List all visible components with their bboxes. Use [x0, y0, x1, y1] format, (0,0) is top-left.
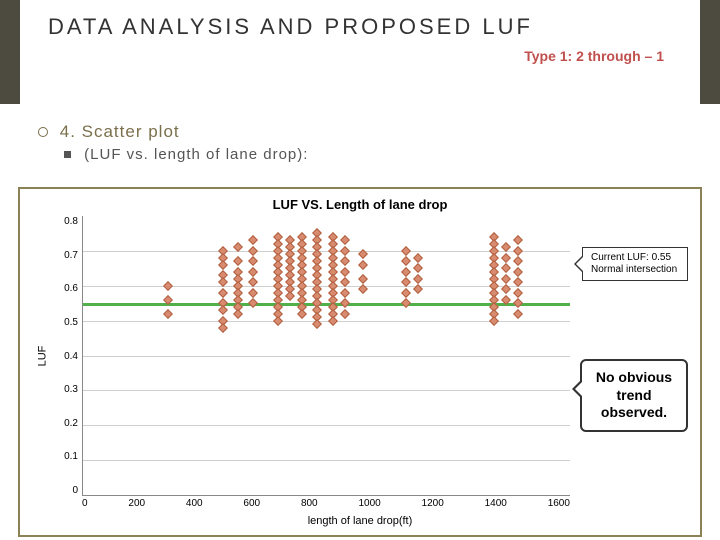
scatter-point [273, 316, 283, 326]
scatter-point [501, 263, 511, 273]
content-area: 4. Scatter plot (LUF vs. length of lane … [0, 104, 720, 171]
header-band: DATA ANALYSIS AND PROPOSED LUF Type 1: 2… [0, 0, 720, 104]
scatter-point [340, 246, 350, 256]
xtick-label: 800 [301, 498, 318, 509]
gridline [83, 425, 570, 426]
ytick-label: 0.1 [54, 451, 78, 462]
scatter-point [501, 274, 511, 284]
slide-title: DATA ANALYSIS AND PROPOSED LUF [20, 0, 700, 46]
scatter-point [328, 316, 338, 326]
bullet-circle-icon [38, 127, 48, 137]
bullet-2: (LUF vs. length of lane drop): [64, 146, 688, 163]
bullet-1: 4. Scatter plot [38, 122, 688, 142]
yaxis-label: LUF [36, 346, 48, 367]
bullet-square-icon [64, 151, 71, 158]
scatter-point [340, 298, 350, 308]
scatter-point [163, 281, 173, 291]
callout-top-line1: Current LUF: 0.55 [591, 252, 679, 264]
scatter-point [233, 309, 243, 319]
scatter-point [358, 274, 368, 284]
scatter-point [233, 256, 243, 266]
gridline [83, 460, 570, 461]
scatter-point [340, 267, 350, 277]
scatter-point [513, 267, 523, 277]
scatter-point [248, 298, 258, 308]
ytick-label: 0.6 [54, 283, 78, 294]
ytick-label: 0.5 [54, 317, 78, 328]
scatter-point [218, 305, 228, 315]
ytick-label: 0.7 [54, 250, 78, 261]
yaxis-ticks: 0.8 0.7 0.6 0.5 0.4 0.3 0.2 0.1 0 [54, 216, 82, 496]
scatter-point [401, 256, 411, 266]
callout-current-luf: Current LUF: 0.55 Normal intersection [582, 247, 688, 281]
scatter-point [340, 256, 350, 266]
scatter-point [401, 246, 411, 256]
scatter-point [248, 246, 258, 256]
scatter-point [340, 288, 350, 298]
xtick-label: 1200 [422, 498, 444, 509]
bullet-1-text: 4. Scatter plot [60, 122, 180, 141]
slide-subtitle: Type 1: 2 through – 1 [20, 46, 700, 64]
scatter-point [248, 235, 258, 245]
scatter-point [501, 253, 511, 263]
chart-title: LUF VS. Length of lane drop [30, 197, 690, 212]
scatter-point [513, 309, 523, 319]
scatter-point [513, 298, 523, 308]
scatter-point [489, 316, 499, 326]
xtick-label: 200 [128, 498, 145, 509]
ytick-label: 0.4 [54, 351, 78, 362]
scatter-point [358, 260, 368, 270]
ytick-label: 0 [54, 485, 78, 496]
scatter-point [401, 267, 411, 277]
ytick-label: 0.8 [54, 216, 78, 227]
ytick-label: 0.2 [54, 418, 78, 429]
chart-container: LUF VS. Length of lane drop LUF 0.80.70.… [18, 187, 702, 537]
callout-top-line2: Normal intersection [591, 264, 679, 276]
xtick-label: 600 [243, 498, 260, 509]
xtick-label: 1000 [358, 498, 380, 509]
xaxis-ticks: 0 200 400 600 800 1000 1200 1400 1600 [82, 498, 570, 509]
scatter-point [413, 263, 423, 273]
scatter-point [285, 291, 295, 301]
scatter-point [401, 288, 411, 298]
callout-observation: No obvious trend observed. [580, 359, 688, 432]
scatter-point [513, 246, 523, 256]
scatter-point [513, 288, 523, 298]
scatter-point [340, 309, 350, 319]
scatter-point [413, 253, 423, 263]
scatter-point [163, 309, 173, 319]
xaxis-label: length of lane drop(ft) [30, 515, 690, 527]
scatter-point [413, 274, 423, 284]
plot-area [82, 216, 570, 496]
scatter-point [248, 267, 258, 277]
xtick-label: 1600 [548, 498, 570, 509]
scatter-point [513, 235, 523, 245]
xtick-label: 0 [82, 498, 88, 509]
scatter-point [340, 235, 350, 245]
scatter-point [297, 309, 307, 319]
scatter-point [218, 323, 228, 333]
xtick-label: 1400 [485, 498, 507, 509]
scatter-point [513, 256, 523, 266]
scatter-point [401, 298, 411, 308]
scatter-point [248, 256, 258, 266]
scatter-point [218, 288, 228, 298]
xtick-label: 400 [186, 498, 203, 509]
gridline [83, 390, 570, 391]
header-inner: DATA ANALYSIS AND PROPOSED LUF Type 1: 2… [20, 0, 700, 104]
scatter-point [248, 288, 258, 298]
gridline [83, 356, 570, 357]
bullet-2-text: (LUF vs. length of lane drop): [84, 146, 308, 163]
yaxis-label-wrap: LUF [30, 216, 54, 496]
ytick-label: 0.3 [54, 384, 78, 395]
scatter-point [218, 260, 228, 270]
